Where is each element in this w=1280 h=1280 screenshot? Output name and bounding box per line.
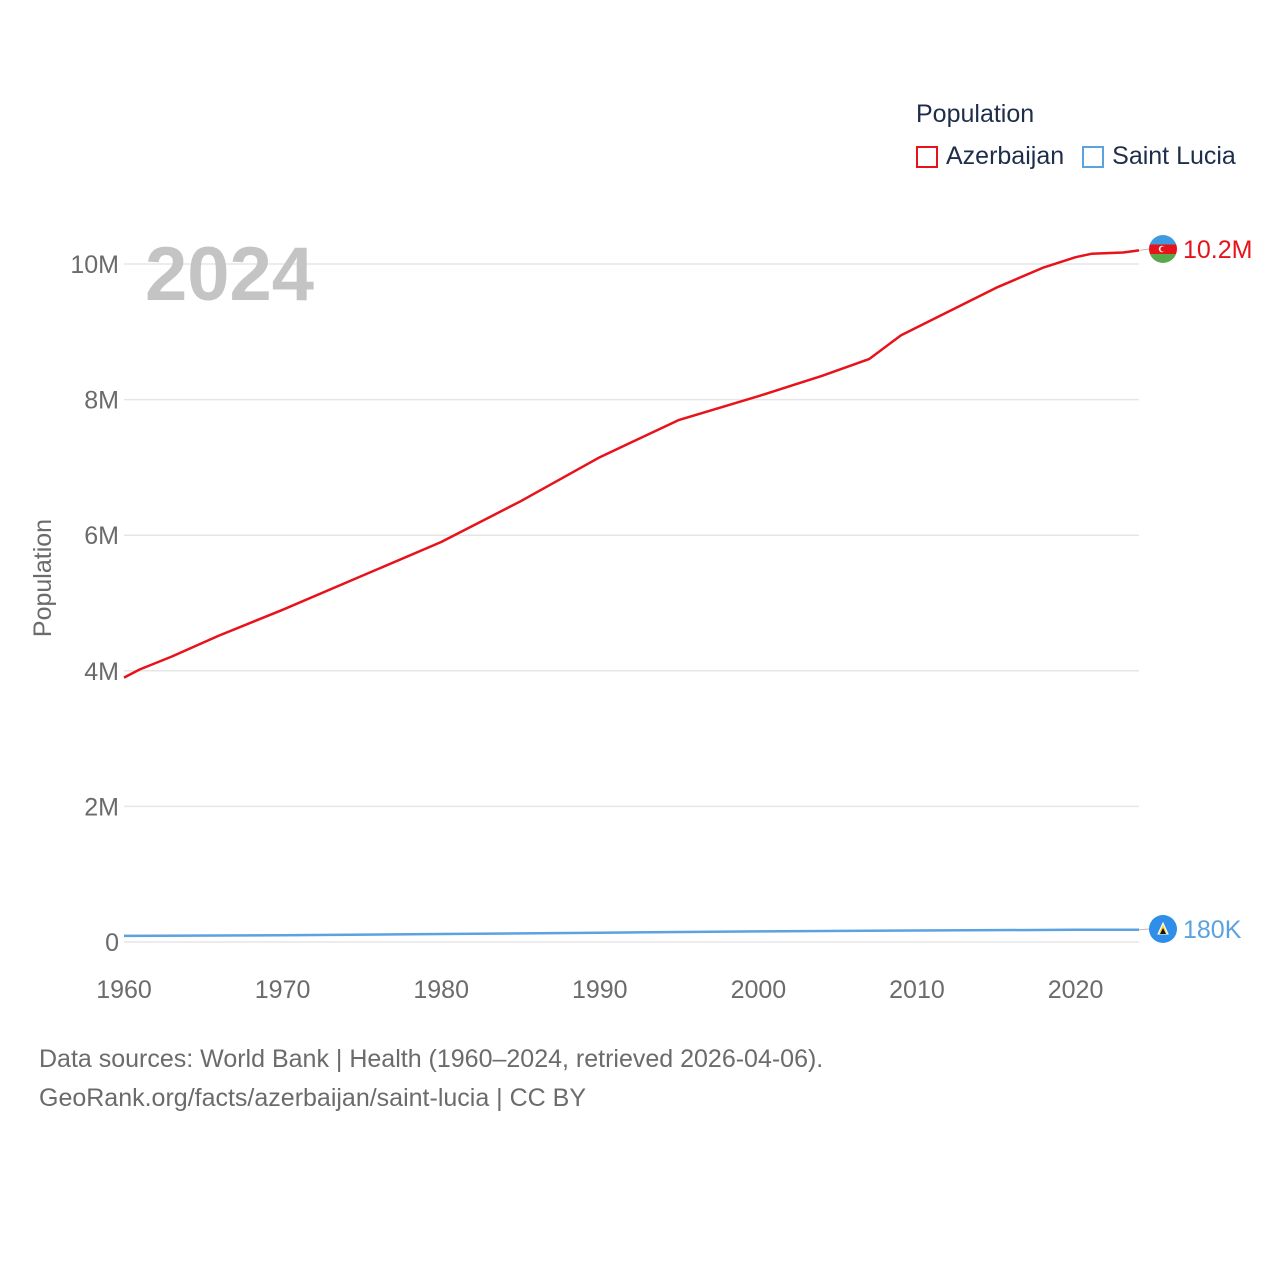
y-tick-label: 10M — [70, 251, 119, 279]
x-tick-label: 2020 — [1048, 976, 1104, 1004]
y-tick-label: 0 — [105, 929, 119, 957]
legend-swatch-saint-lucia — [1082, 145, 1105, 168]
legend-item-saint-lucia[interactable]: Saint Lucia — [1082, 142, 1236, 171]
y-tick-label: 4M — [84, 658, 119, 686]
end-connector-azerbaijan — [1138, 248, 1150, 251]
y-axis-label: Population — [29, 519, 57, 637]
legend-label-azerbaijan: Azerbaijan — [946, 142, 1065, 170]
series-line-saint-lucia — [123, 928, 1139, 938]
x-tick-label: 2010 — [889, 976, 945, 1004]
legend-title: Population — [916, 100, 1035, 128]
x-tick-label: 1980 — [413, 976, 469, 1004]
footer-link[interactable]: GeoRank.org/facts/azerbaijan/saint-lucia… — [39, 1084, 587, 1112]
y-axis-ticks: 0 2M 4M 6M 8M 10M — [70, 251, 119, 957]
x-tick-label: 1960 — [96, 976, 152, 1004]
y-tick-label: 8M — [84, 387, 119, 415]
year-watermark: 2024 — [145, 232, 314, 317]
series-end-markers: 10.2M 180K — [1138, 235, 1252, 944]
x-tick-label: 1990 — [572, 976, 628, 1004]
x-axis-ticks: 1960 1970 1980 1990 2000 2010 2020 — [96, 976, 1103, 1004]
grid-lines — [124, 263, 1139, 943]
end-label-saint-lucia: 180K — [1183, 916, 1242, 944]
series-line-azerbaijan — [123, 249, 1140, 679]
end-connector-saint-lucia — [1138, 928, 1150, 931]
footer-source: Data sources: World Bank | Health (1960–… — [39, 1045, 824, 1073]
y-tick-label: 6M — [84, 522, 119, 550]
x-tick-label: 2000 — [731, 976, 787, 1004]
series-lines — [123, 249, 1140, 938]
legend-swatch-azerbaijan — [916, 145, 938, 168]
legend: Azerbaijan Saint Lucia — [916, 142, 1254, 171]
legend-label-saint-lucia: Saint Lucia — [1112, 142, 1236, 170]
y-tick-label: 2M — [84, 793, 119, 821]
end-label-azerbaijan: 10.2M — [1183, 236, 1252, 264]
x-tick-label: 1970 — [255, 976, 311, 1004]
flag-icon-saint-lucia — [1149, 915, 1177, 943]
legend-item-azerbaijan[interactable]: Azerbaijan — [916, 142, 1064, 171]
flag-icon-azerbaijan — [1149, 235, 1177, 263]
